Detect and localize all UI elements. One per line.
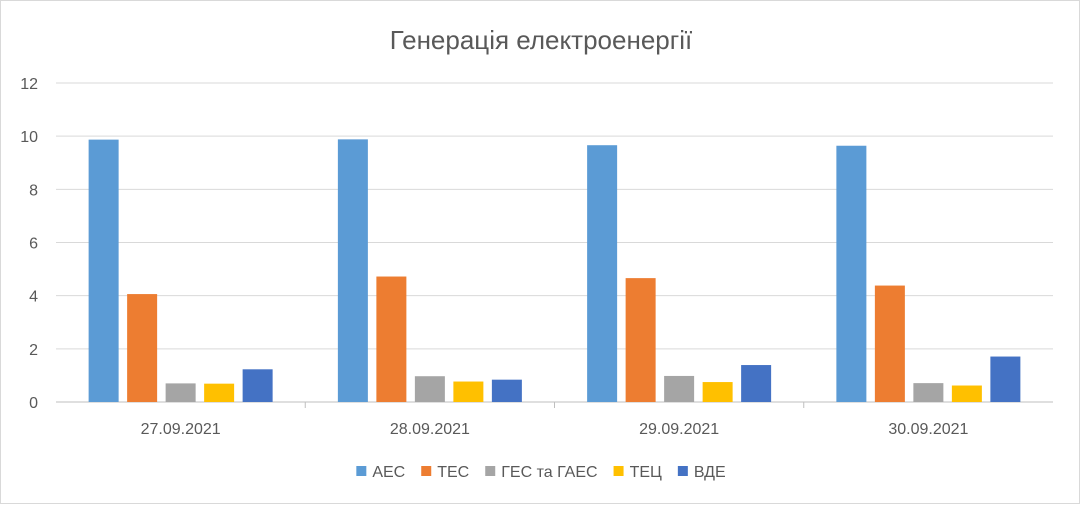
legend-label: ГЕС та ГАЕС xyxy=(501,464,597,481)
legend-label: ТЕЦ xyxy=(630,464,662,481)
legend-swatch xyxy=(677,466,688,476)
y-tick-label: 12 xyxy=(20,76,38,93)
legend-swatch xyxy=(613,466,624,476)
bar xyxy=(376,276,407,402)
bar xyxy=(204,383,235,402)
legend-label: ТЕС xyxy=(437,464,469,481)
bar xyxy=(951,385,982,402)
y-tick-label: 0 xyxy=(29,395,38,412)
x-tick-label: 30.09.2021 xyxy=(888,421,968,438)
y-tick-label: 10 xyxy=(20,129,38,146)
legend-item: ВДЕ xyxy=(677,464,726,481)
y-tick-label: 2 xyxy=(29,342,38,359)
bar xyxy=(741,365,772,402)
bar xyxy=(127,294,158,402)
bar xyxy=(990,356,1021,402)
y-tick-label: 6 xyxy=(29,236,38,253)
legend-item: ТЕЦ xyxy=(613,464,662,481)
y-tick-label: 8 xyxy=(29,182,38,199)
legend-item: ГЕС та ГАЕС xyxy=(485,464,598,481)
legend-item: ТЕС xyxy=(421,464,469,481)
bars xyxy=(88,139,1021,402)
chart-title: Генерація електроенергії xyxy=(390,25,692,55)
bar xyxy=(913,383,944,402)
legend: АЕС ТЕС ГЕС та ГАЕС ТЕЦ ВДЕ xyxy=(356,464,726,481)
bar xyxy=(836,145,867,402)
x-tick-label: 27.09.2021 xyxy=(141,421,221,438)
legend-label: ВДЕ xyxy=(694,464,726,481)
bar xyxy=(491,379,522,402)
legend-item: АЕС xyxy=(356,464,405,481)
bar xyxy=(337,139,368,402)
bar xyxy=(88,139,119,402)
bar xyxy=(242,369,273,402)
bar xyxy=(165,383,196,402)
legend-swatch xyxy=(421,466,432,476)
gridlines xyxy=(56,82,1053,403)
x-axis-ticks: 27.09.2021 28.09.2021 29.09.2021 30.09.2021 xyxy=(141,402,969,438)
bar xyxy=(874,285,905,402)
bar xyxy=(587,145,618,402)
bar xyxy=(664,375,695,402)
bar xyxy=(453,381,484,402)
y-tick-label: 4 xyxy=(29,289,38,306)
legend-label: АЕС xyxy=(372,464,405,481)
y-axis-ticks: 0 2 4 6 8 10 12 xyxy=(20,76,38,412)
x-tick-label: 28.09.2021 xyxy=(390,421,470,438)
bar xyxy=(414,376,445,402)
x-tick-label: 29.09.2021 xyxy=(639,421,719,438)
bar xyxy=(625,278,656,402)
legend-swatch xyxy=(485,466,496,476)
legend-swatch xyxy=(356,466,367,476)
bar xyxy=(702,382,733,402)
